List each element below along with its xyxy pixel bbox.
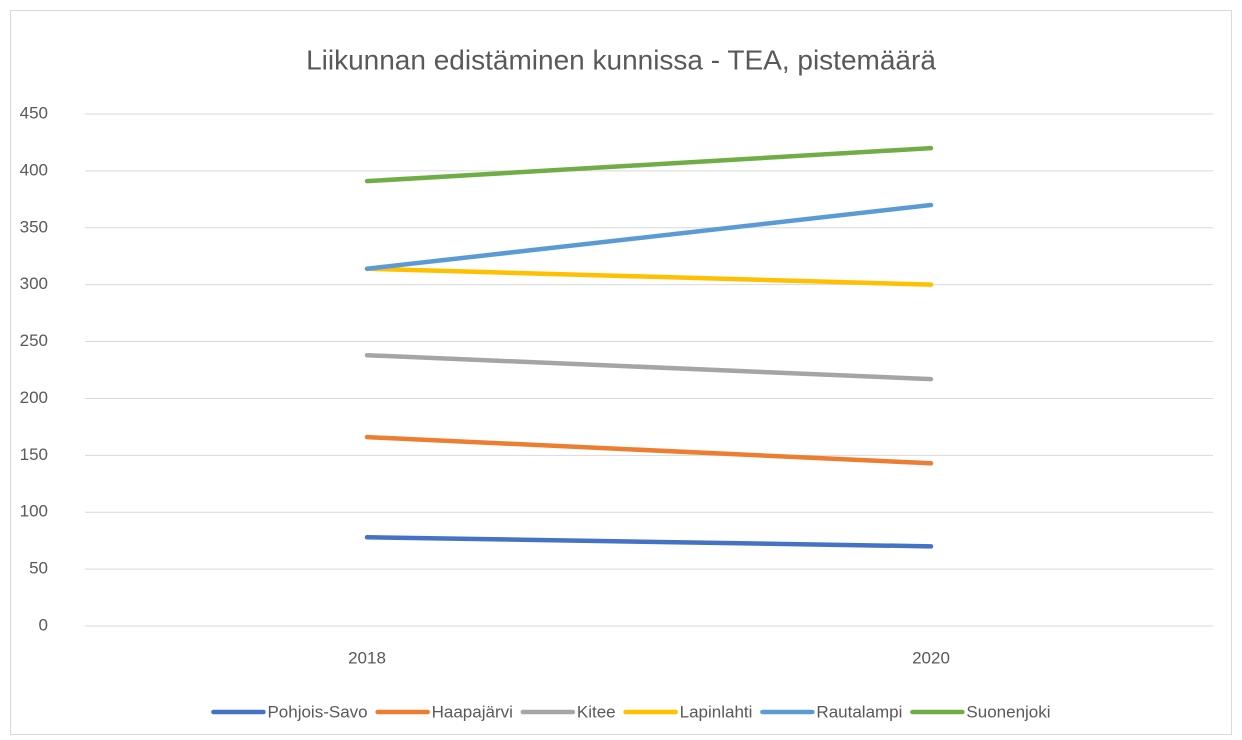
y-tick-label: 250	[20, 331, 48, 350]
x-tick-label: 2018	[348, 648, 386, 667]
y-tick-label: 150	[20, 445, 48, 464]
y-tick-label: 200	[20, 388, 48, 407]
legend-label: Rautalampi	[816, 702, 902, 721]
series-line	[364, 266, 934, 287]
series-line	[364, 434, 934, 466]
y-tick-label: 50	[29, 559, 48, 578]
y-tick-label: 0	[39, 615, 48, 634]
y-tick-label: 450	[20, 103, 48, 122]
x-tick-label: 2020	[912, 648, 950, 667]
y-tick-label: 400	[20, 160, 48, 179]
series-line	[364, 145, 934, 184]
y-tick-label: 100	[20, 502, 48, 521]
legend-label: Pohjois-Savo	[267, 702, 367, 721]
y-tick-label: 300	[20, 274, 48, 293]
y-tick-label: 350	[20, 217, 48, 236]
legend-label: Haapajärvi	[432, 702, 513, 721]
series-line	[364, 352, 934, 382]
series-line	[364, 202, 934, 271]
chart-frame	[10, 10, 1232, 735]
chart-title: Liikunnan edistäminen kunnissa - TEA, pi…	[306, 44, 936, 75]
series-line	[364, 535, 934, 549]
legend-label: Kitee	[577, 702, 616, 721]
legend-label: Suonenjoki	[966, 702, 1050, 721]
legend-label: Lapinlahti	[680, 702, 753, 721]
